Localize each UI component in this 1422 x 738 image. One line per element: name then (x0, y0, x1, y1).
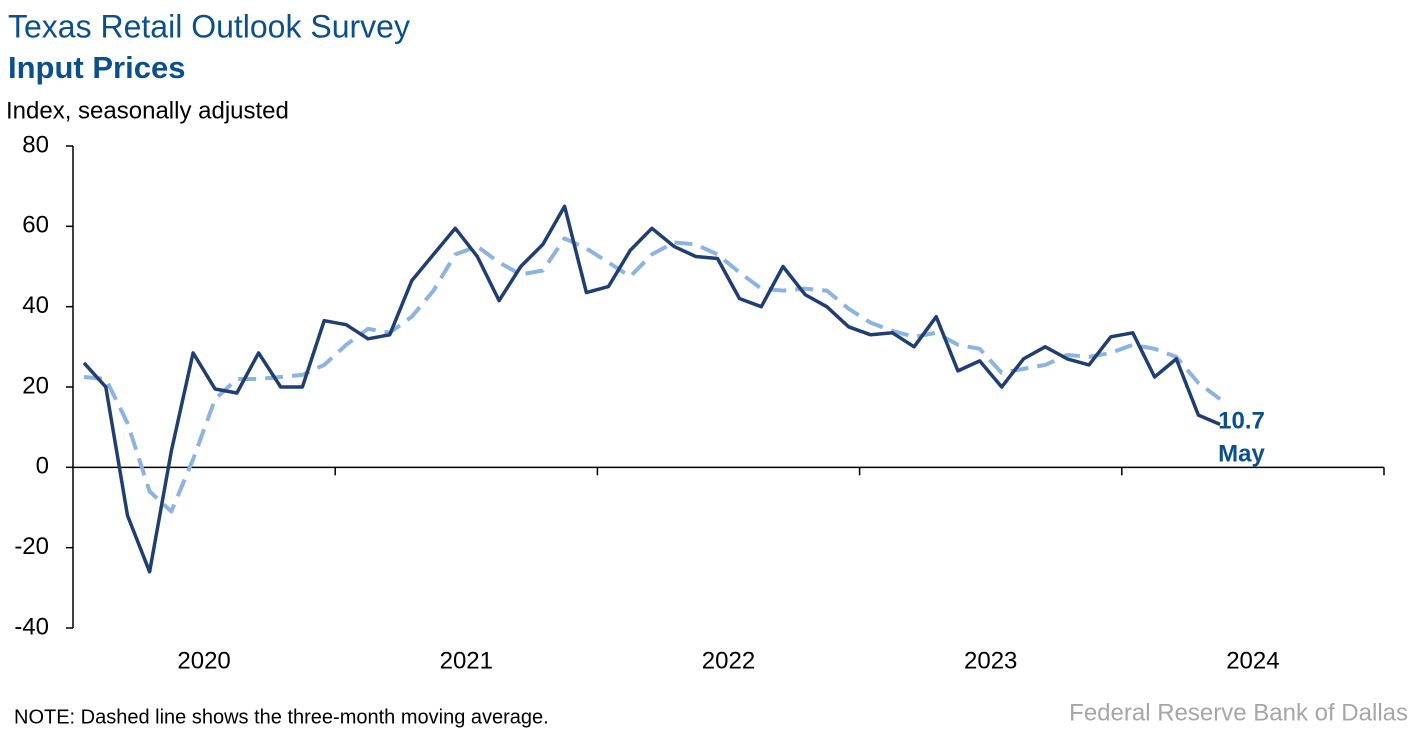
y-axis-label: Index, seasonally adjusted (6, 97, 289, 124)
value-label: 10.7 (1218, 408, 1265, 435)
y-tick-label: -40 (14, 613, 49, 640)
y-tick-label: -20 (14, 533, 49, 560)
x-tick-label: 2023 (964, 647, 1017, 674)
chart-title: Texas Retail Outlook Survey (8, 8, 410, 44)
index-line (82, 204, 1221, 574)
x-tick-label: 2022 (702, 647, 755, 674)
x-tick-label: 2024 (1226, 647, 1279, 674)
y-tick-label: 80 (22, 131, 49, 158)
chart-subtitle: Input Prices (8, 50, 185, 85)
y-tick-label: 60 (22, 212, 49, 239)
y-tick-label: 20 (22, 372, 49, 399)
x-tick-label: 2020 (177, 647, 230, 674)
source: Federal Reserve Bank of Dallas (1069, 699, 1408, 726)
annotation: May (1218, 441, 1265, 468)
y-tick-label: 40 (22, 292, 49, 319)
y-tick-label: 0 (36, 453, 49, 480)
moving-average-line (83, 236, 1222, 514)
x-tick-label: 2021 (440, 647, 493, 674)
note: NOTE: Dashed line shows the three-month … (14, 706, 549, 728)
